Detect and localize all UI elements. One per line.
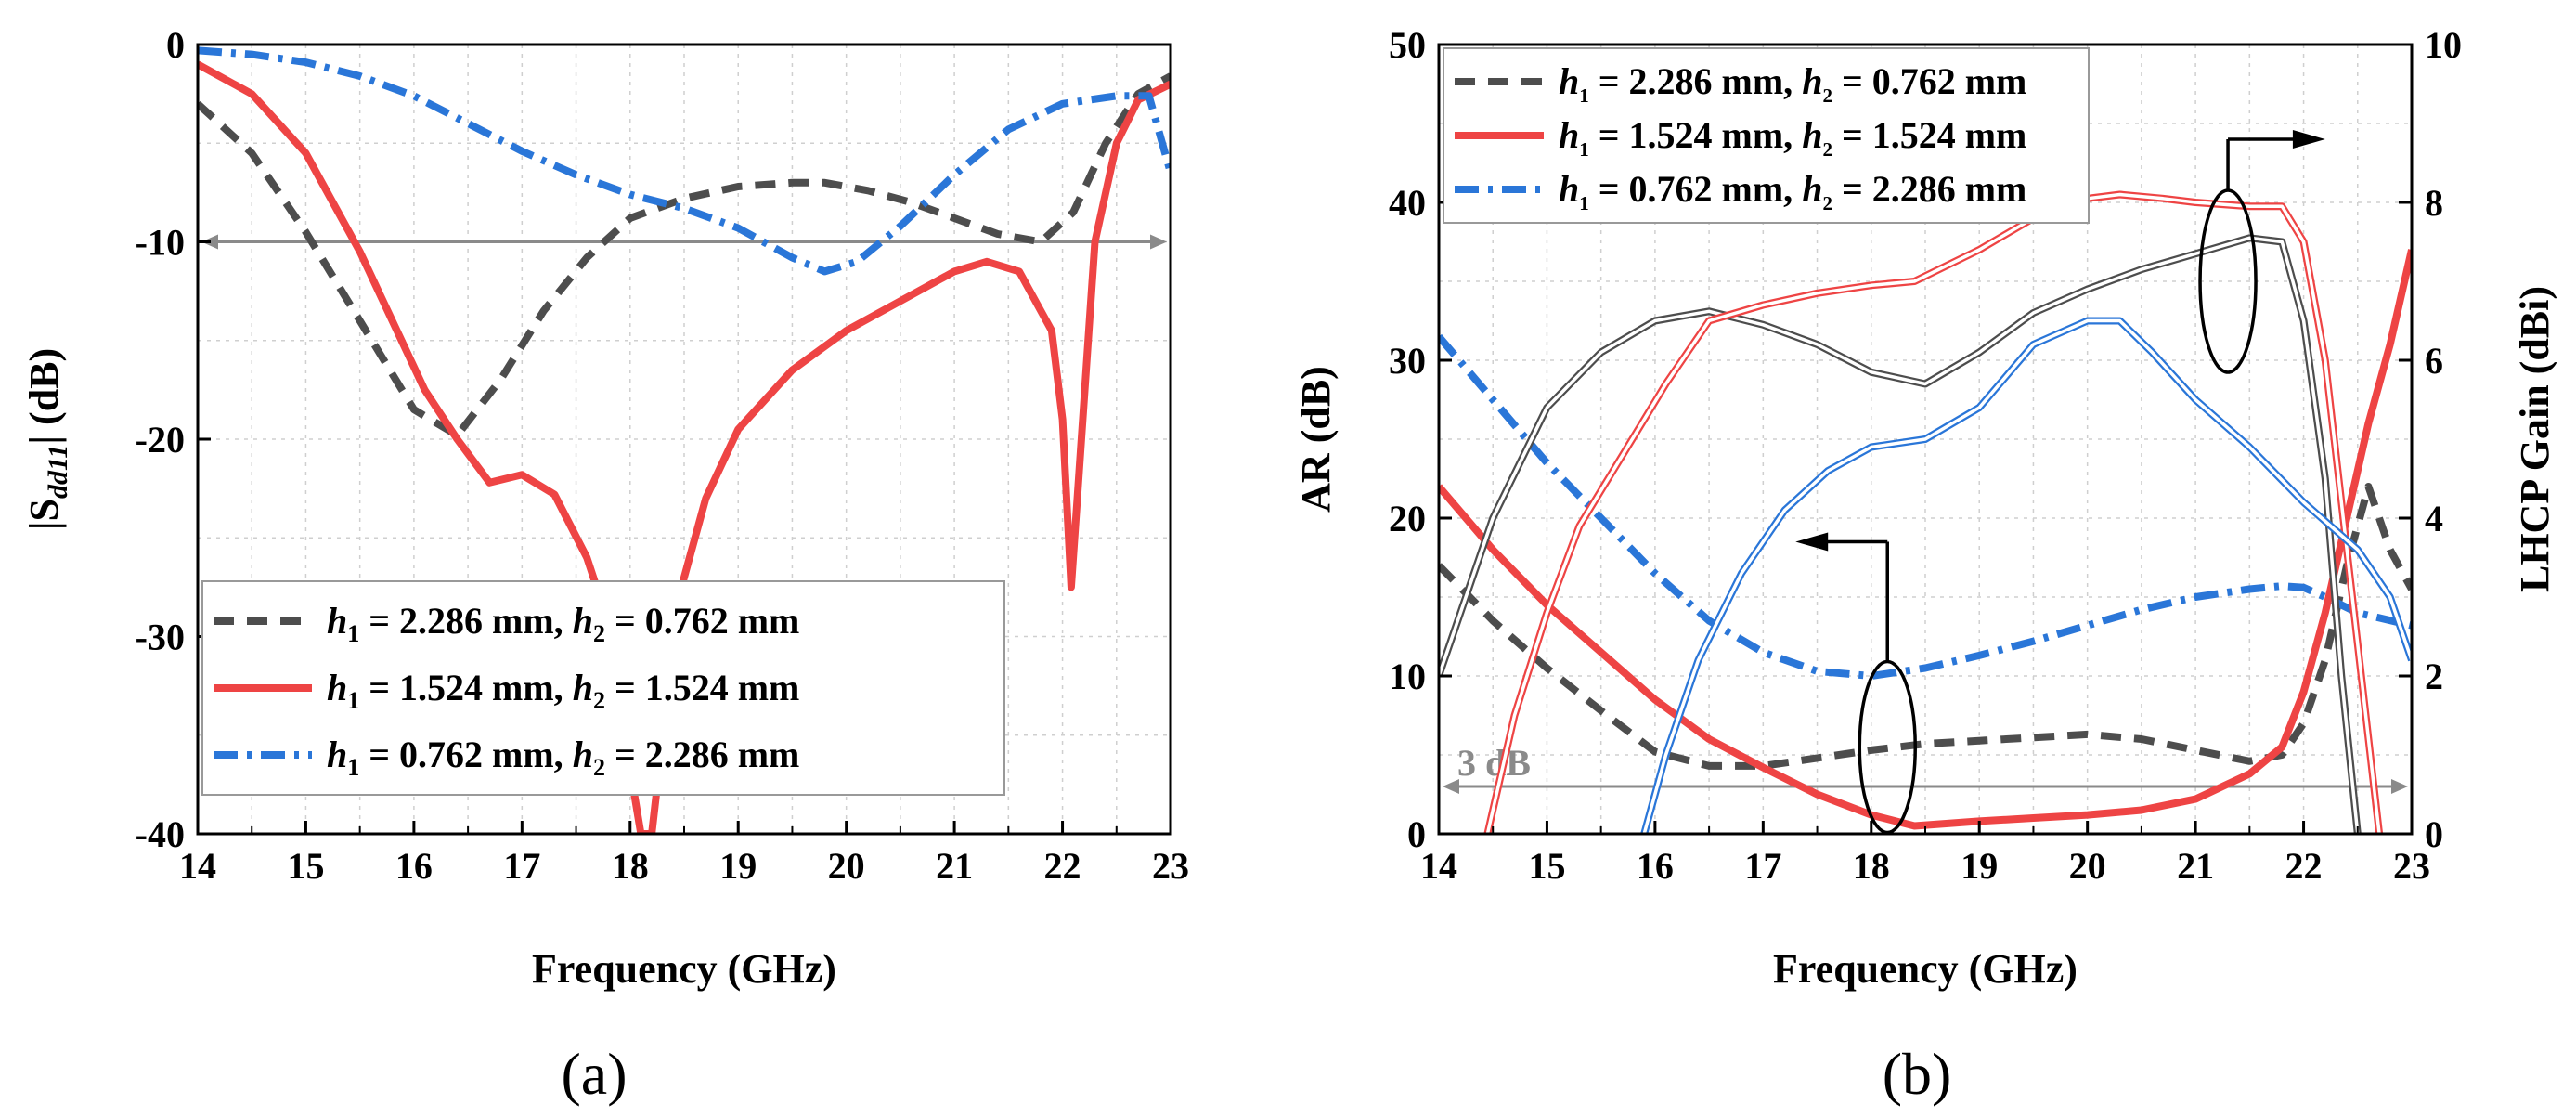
y-tick-label: -20	[136, 419, 185, 461]
y-right-tick-label: 4	[2425, 498, 2443, 539]
chart-a-plot	[198, 46, 1171, 834]
chart-a-grid	[198, 45, 1171, 834]
chart-a: 14 15 16 17 18 19 20 21 22 23 0 -10 -20 -30 -40 h1 = 2…	[21, 24, 1189, 1107]
y-tick-label: -40	[136, 813, 185, 855]
chart-b-xlabel: Frequency (GHz)	[1773, 946, 2078, 992]
y-right-tick-label: 6	[2425, 340, 2443, 382]
y-right-tick-label: 0	[2425, 813, 2443, 855]
x-tick-label: 18	[612, 845, 649, 887]
chart-b-panel-label: (b)	[1883, 1041, 1952, 1107]
x-tick-label: 19	[1961, 845, 1998, 887]
gain-series-line	[1483, 190, 2384, 834]
series-line	[1439, 333, 2412, 680]
chart-b-ylabel-right: LHCP Gain (dBi)	[2512, 286, 2557, 592]
chart-a-panel-label: (a)	[561, 1041, 627, 1107]
legend-label: h1 = 0.762 mm, h2 = 2.286 mm	[1559, 168, 2026, 214]
reference-arrow-right	[1150, 234, 1167, 250]
gain-series-line-inner	[1485, 192, 2381, 834]
y-tick-label: 10	[1389, 656, 1426, 697]
chart-a-xlabel: Frequency (GHz)	[532, 946, 836, 992]
y-right-tick-label: 10	[2425, 24, 2462, 66]
x-tick-label: 15	[1528, 845, 1565, 887]
x-tick-label: 16	[1637, 845, 1674, 887]
series-line	[198, 60, 1171, 834]
x-tick-label: 15	[287, 845, 324, 887]
x-tick-label: 14	[1420, 845, 1457, 887]
y-tick-label: 0	[166, 24, 185, 66]
x-tick-label: 23	[2393, 845, 2430, 887]
chart-b-reference: 3 dB	[1443, 742, 2408, 794]
chart-b: 3 dB 14 15 16 17 18 19 20 21 22 23010203040500246…	[1293, 24, 2557, 1107]
legend-label: h1 = 0.762 mm, h2 = 2.286 mm	[327, 734, 799, 781]
chart-b-ylabel: AR (dB)	[1293, 366, 1339, 513]
x-tick-label: 19	[719, 845, 757, 887]
x-tick-label: 16	[395, 845, 433, 887]
y-right-tick-label: 2	[2425, 656, 2443, 697]
chart-a-ticks: 14 15 16 17 18 19 20 21 22 23 0 -10 -20 -30 -40	[136, 24, 1189, 887]
series-line	[198, 72, 1171, 439]
x-tick-label: 14	[179, 845, 216, 887]
reference-label: 3 dB	[1457, 742, 1531, 784]
y-tick-label: -30	[136, 617, 185, 658]
gain-arrow-head	[2292, 130, 2325, 149]
x-tick-label: 18	[1853, 845, 1890, 887]
y-tick-label: 30	[1389, 340, 1426, 382]
y-right-tick-label: 8	[2425, 182, 2443, 224]
legend-box	[201, 580, 1005, 796]
chart-a-legend: h1 = 2.286 mm, h2 = 0.762 mm h1 = 1.524 m…	[201, 580, 1005, 796]
gain-series-line-inner	[1642, 318, 2412, 834]
y-tick-label: 0	[1407, 813, 1426, 855]
gain-series-line-inner	[1439, 236, 2360, 834]
x-tick-label: 22	[1044, 845, 1081, 887]
x-tick-label: 20	[2069, 845, 2106, 887]
x-tick-label: 17	[503, 845, 540, 887]
gain-series-line	[1640, 317, 2412, 834]
x-tick-label: 21	[936, 845, 973, 887]
chart-b-plot	[1439, 190, 2412, 834]
legend-label: h1 = 1.524 mm, h2 = 1.524 mm	[327, 667, 799, 714]
x-tick-label: 21	[2177, 845, 2214, 887]
ar-arrow-head	[1795, 532, 1829, 552]
x-tick-label: 23	[1152, 845, 1189, 887]
x-tick-label: 20	[828, 845, 865, 887]
legend-label: h1 = 1.524 mm, h2 = 1.524 mm	[1559, 114, 2026, 161]
series-line	[198, 46, 1171, 276]
legend-label: h1 = 2.286 mm, h2 = 0.762 mm	[1559, 60, 2026, 107]
legend-label: h1 = 2.286 mm, h2 = 0.762 mm	[327, 600, 799, 647]
chart-b-annotations	[1795, 130, 2325, 835]
legend-box	[1443, 47, 2090, 224]
x-tick-label: 22	[2285, 845, 2323, 887]
y-tick-label: 50	[1389, 24, 1426, 66]
y-tick-label: 20	[1389, 498, 1426, 539]
y-tick-label: -10	[136, 222, 185, 264]
x-tick-label: 17	[1744, 845, 1781, 887]
reference-arrow-right	[2391, 779, 2408, 794]
chart-b-legend: h1 = 2.286 mm, h2 = 0.762 mm h1 = 1.524 m…	[1443, 47, 2090, 224]
chart-a-ylabel: |Sdd11| (dB)	[21, 348, 73, 530]
y-tick-label: 40	[1389, 182, 1426, 224]
reference-arrow-left	[1443, 779, 1459, 794]
